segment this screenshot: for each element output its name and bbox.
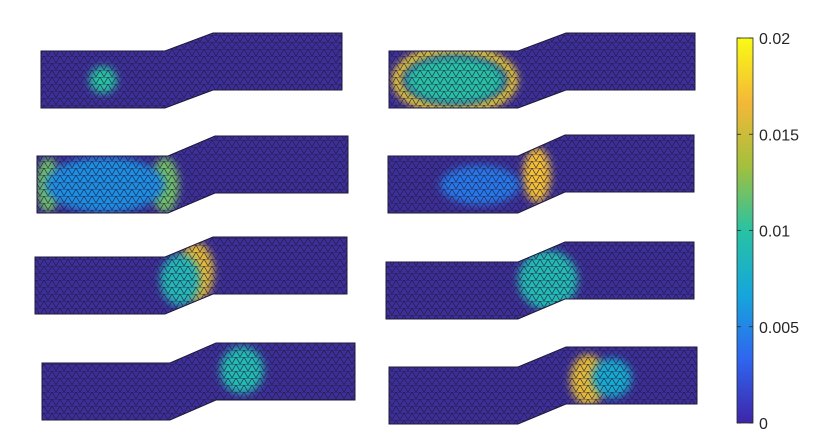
channel-outline [34, 236, 348, 315]
simulation-panel [387, 134, 695, 214]
colorbar-tick-label: 0.015 [759, 127, 799, 144]
colorbar: 0.02 0.015 0.01 0.005 0 [736, 31, 799, 433]
triangular-mesh [389, 347, 697, 424]
simulation-panel [36, 135, 349, 214]
channel-outline [388, 346, 698, 425]
simulation-panel [388, 32, 696, 109]
triangular-mesh [386, 242, 694, 319]
colorbar-tick-label: 0.02 [759, 31, 790, 48]
channel-outline [388, 32, 696, 109]
channel-outline [40, 32, 343, 109]
simulation-panel [34, 236, 348, 315]
channel-outline [387, 134, 695, 214]
triangular-mesh [37, 136, 348, 213]
triangular-mesh [41, 33, 342, 108]
channel-outline [385, 241, 695, 320]
simulation-panels [34, 32, 698, 425]
channel-outline [36, 135, 349, 214]
simulation-panel [388, 346, 698, 425]
colorbar-tick-label: 0 [759, 416, 768, 433]
triangular-mesh [42, 343, 355, 420]
simulation-panel [41, 342, 356, 421]
colorbar-tick-label: 0.005 [759, 320, 799, 337]
simulation-panel [385, 241, 695, 320]
simulation-panel [40, 32, 343, 109]
triangular-mesh [388, 135, 694, 213]
triangular-mesh [389, 33, 695, 108]
channel-outline [41, 342, 356, 421]
triangular-mesh [35, 237, 347, 314]
colorbar-tick-label: 0.01 [759, 224, 790, 241]
